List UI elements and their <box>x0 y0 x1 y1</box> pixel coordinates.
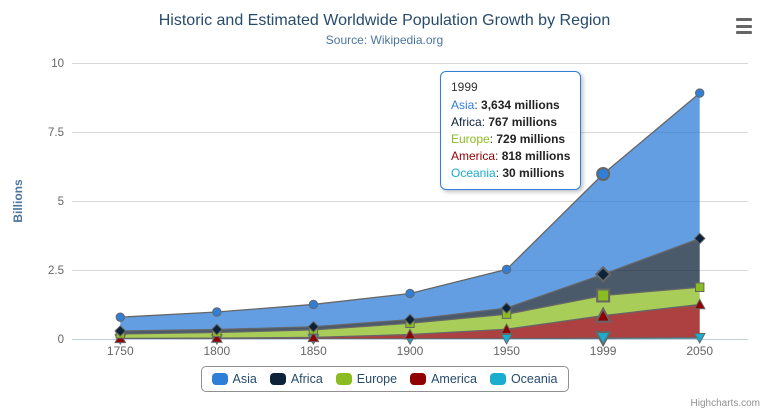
y-axis-label: 2.5 <box>48 265 64 277</box>
legend-item-africa[interactable]: Africa <box>269 372 323 386</box>
africa-marker-1999[interactable] <box>594 265 612 283</box>
asia-marker-1850[interactable] <box>308 299 319 310</box>
credits-link[interactable]: Highcharts.com <box>690 398 760 409</box>
tooltip-series-name: Oceania <box>451 166 496 180</box>
tooltip-series-value: 3,634 millions <box>481 98 560 112</box>
x-axis-label: 1750 <box>107 344 134 358</box>
legend-symbol-europe <box>335 373 352 385</box>
oceania-marker-1950[interactable] <box>500 333 513 345</box>
asia-marker-1950[interactable] <box>501 264 512 275</box>
tooltip-row: Europe: 729 millions <box>451 132 566 146</box>
tooltip-row: Oceania: 30 millions <box>451 166 565 180</box>
tooltip-series-value: 818 millions <box>501 149 571 163</box>
legend-label: Europe <box>356 372 398 386</box>
legend-item-europe[interactable]: Europe <box>335 372 398 386</box>
tooltip-series-value: 729 millions <box>496 132 566 146</box>
asia-marker-1999[interactable] <box>596 167 611 182</box>
hamburger-icon <box>736 31 752 34</box>
legend-symbol-asia <box>211 373 228 385</box>
europe-marker-1999[interactable] <box>596 288 611 303</box>
y-axis-label: 10 <box>51 58 64 70</box>
america-area[interactable] <box>120 304 700 339</box>
asia-marker-2050[interactable] <box>695 88 705 98</box>
america-marker-2050[interactable] <box>693 298 706 310</box>
legend-symbol-africa <box>269 373 286 385</box>
hamburger-icon <box>736 18 752 21</box>
tooltip-series-name: Asia <box>451 98 475 112</box>
chart-title: Historic and Estimated Worldwide Populat… <box>158 12 611 29</box>
africa-marker-2050[interactable] <box>693 232 706 245</box>
tooltip-series-name: America <box>451 149 496 163</box>
africa-marker-1800[interactable] <box>210 323 223 336</box>
legend-label: America <box>431 372 477 386</box>
legend-item-america[interactable]: America <box>410 372 477 386</box>
africa-marker-1750[interactable] <box>114 325 127 337</box>
legend-symbol-america <box>410 373 427 385</box>
x-axis-label: 1800 <box>204 344 231 358</box>
asia-marker-1750[interactable] <box>115 312 125 322</box>
x-axis-label: 1999 <box>590 344 617 358</box>
africa-area[interactable] <box>120 238 700 334</box>
y-axis-title: Billions <box>11 179 25 223</box>
tooltip: 1999 Asia: 3,634 millions Africa: 767 mil… <box>440 71 582 190</box>
tooltip-header: 1999 <box>451 80 478 94</box>
legend-item-oceania[interactable]: Oceania <box>489 372 558 386</box>
x-axis-label: 1900 <box>397 344 424 358</box>
africa-marker-1850[interactable] <box>307 320 320 333</box>
export-menu-button[interactable] <box>733 16 755 36</box>
y-axis-label: 0 <box>58 334 64 346</box>
asia-marker-1800[interactable] <box>212 307 222 317</box>
africa-marker-1900[interactable] <box>404 313 416 326</box>
y-axis-label: 5 <box>58 196 64 208</box>
america-marker-1900[interactable] <box>403 328 417 340</box>
tooltip-row: Asia: 3,634 millions <box>451 98 560 112</box>
legend: Asia Africa Europe America Oceania <box>200 366 569 392</box>
africa-marker-1950[interactable] <box>500 302 513 314</box>
legend-symbol-oceania <box>489 373 506 385</box>
tooltip-series-value: 767 millions <box>488 115 558 129</box>
legend-item-asia[interactable]: Asia <box>211 372 257 386</box>
tooltip-series-name: Europe <box>451 132 490 146</box>
x-axis-label: 2050 <box>686 344 713 358</box>
oceania-marker-1999[interactable] <box>594 331 612 348</box>
hamburger-icon <box>736 24 752 28</box>
chart-subtitle: Source: Wikipedia.org <box>325 33 444 47</box>
america-marker-1800[interactable] <box>210 331 223 343</box>
america-marker-1950[interactable] <box>500 323 513 334</box>
tooltip-series-name: Africa <box>451 115 482 129</box>
oceania-marker-2050[interactable] <box>693 333 706 344</box>
legend-label: Oceania <box>510 372 558 386</box>
asia-area[interactable] <box>120 93 700 332</box>
legend-label: Africa <box>290 372 323 386</box>
america-marker-1850[interactable] <box>307 331 320 343</box>
asia-marker-1900[interactable] <box>405 288 415 299</box>
tooltip-series-value: 30 millions <box>502 166 565 180</box>
x-axis-label: 1850 <box>300 344 327 358</box>
x-axis-label: 1950 <box>493 344 520 358</box>
tooltip-row: America: 818 millions <box>451 149 571 163</box>
tooltip-row: Africa: 767 millions <box>451 115 558 129</box>
legend-label: Asia <box>232 372 257 386</box>
america-marker-1999[interactable] <box>594 306 612 323</box>
y-axis-label: 7.5 <box>48 127 64 139</box>
europe-marker-2050[interactable] <box>695 282 705 292</box>
